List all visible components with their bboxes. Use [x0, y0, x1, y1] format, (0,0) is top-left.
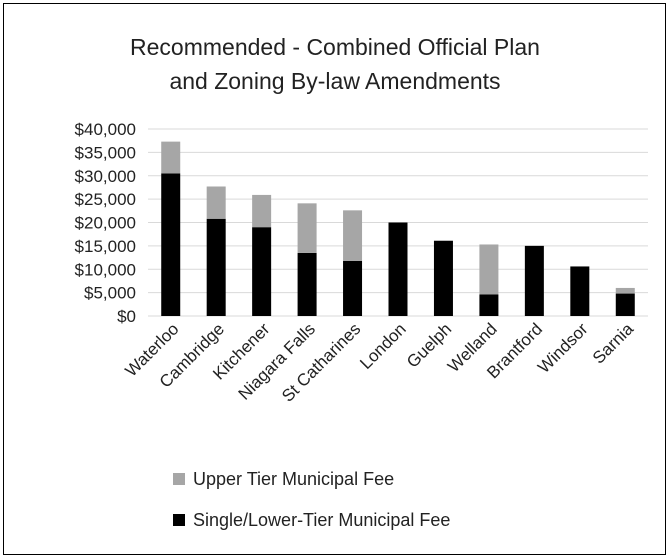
- x-category-label: London: [356, 319, 410, 373]
- bar-upper-tier: [252, 194, 272, 228]
- bar-lower-tier: [252, 227, 272, 316]
- bar-lower-tier: [297, 252, 317, 316]
- y-tick-label: $20,000: [75, 214, 136, 233]
- gridlines: [148, 128, 648, 317]
- legend-swatch: [173, 514, 185, 526]
- y-tick-label: $35,000: [75, 143, 136, 162]
- legend-label: Upper Tier Municipal Fee: [193, 469, 394, 489]
- legend-swatch: [173, 473, 185, 485]
- chart-frame: [3, 3, 666, 555]
- bar-upper-tier: [479, 244, 499, 295]
- bar-lower-tier: [615, 293, 635, 316]
- bar-lower-tier: [388, 222, 408, 316]
- chart-title-line-1: Recommended - Combined Official Plan: [130, 34, 540, 60]
- chart-title: Recommended - Combined Official Plan and…: [130, 34, 540, 94]
- y-tick-label: $5,000: [84, 284, 136, 303]
- legend-label: Single/Lower-Tier Municipal Fee: [193, 510, 450, 530]
- y-tick-label: $40,000: [75, 120, 136, 139]
- x-category-label: Sarnia: [589, 319, 638, 368]
- y-tick-label: $30,000: [75, 167, 136, 186]
- y-tick-label: $0: [117, 307, 136, 326]
- chart-title-line-2: and Zoning By-law Amendments: [169, 68, 500, 94]
- x-category-label: St Catharines: [278, 319, 364, 405]
- legend: Upper Tier Municipal Fee Single/Lower-Tie…: [173, 469, 450, 530]
- bar-upper-tier: [161, 141, 181, 174]
- bar-lower-tier: [570, 266, 590, 316]
- bar-upper-tier: [206, 186, 226, 219]
- y-tick-label: $15,000: [75, 237, 136, 256]
- y-tick-label: $25,000: [75, 190, 136, 209]
- y-axis-ticks: $0 $5,000 $10,000 $15,000 $20,000 $25,000 $30,…: [75, 120, 136, 326]
- bar-lower-tier: [206, 218, 226, 316]
- bar-upper-tier: [615, 287, 635, 294]
- y-tick-label: $10,000: [75, 260, 136, 279]
- bar-lower-tier: [433, 240, 453, 316]
- bar-lower-tier: [479, 294, 499, 316]
- bar-lower-tier: [524, 245, 544, 316]
- bars: [161, 141, 635, 316]
- bar-upper-tier: [343, 210, 363, 261]
- bar-lower-tier: [161, 173, 181, 316]
- bar-upper-tier: [297, 203, 317, 253]
- bar-lower-tier: [343, 260, 363, 316]
- x-category-label: Windsor: [534, 319, 592, 377]
